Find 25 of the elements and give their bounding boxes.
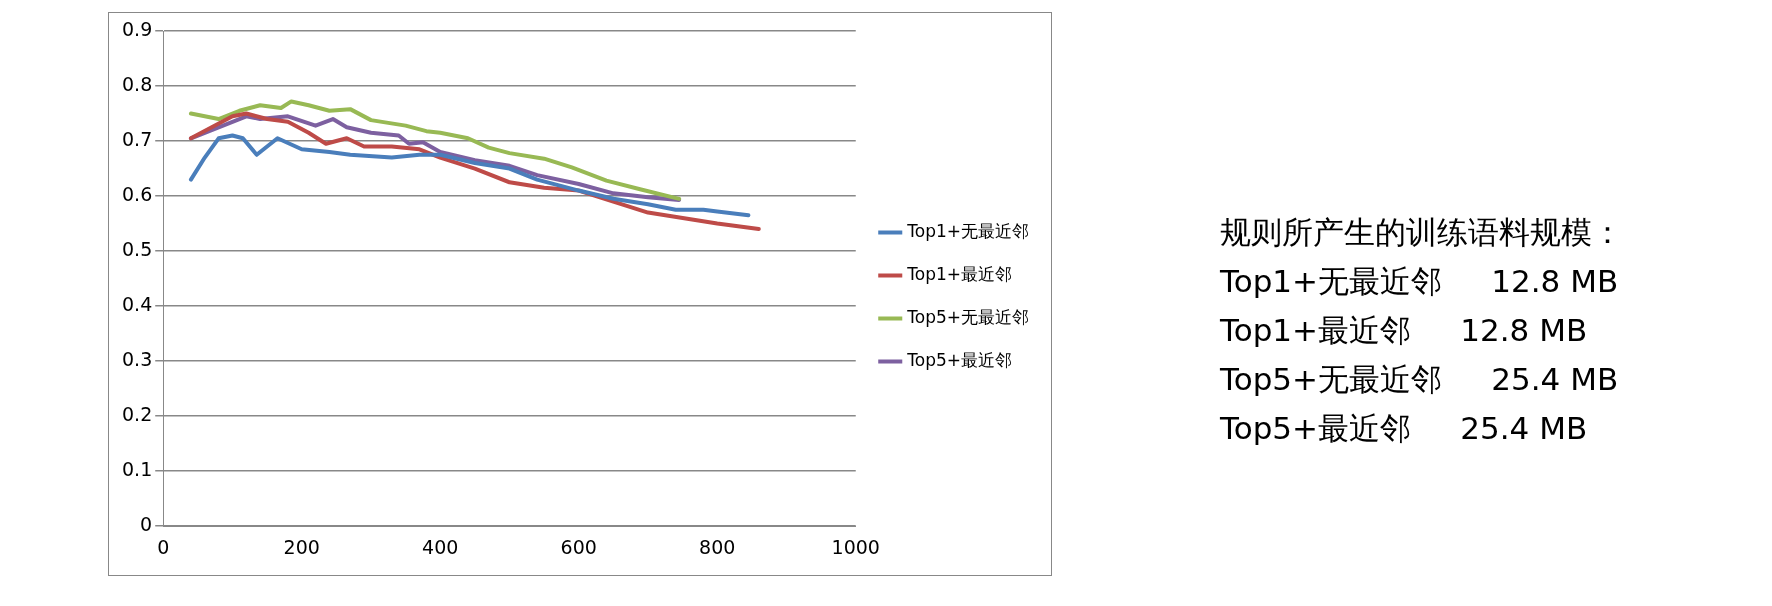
- x-tick-label: 0: [157, 535, 170, 558]
- x-tick-label: 600: [560, 535, 597, 558]
- text: Top5+无最近邻 25.4 MB: [1220, 360, 1620, 399]
- y-tick-label: 0.1: [122, 458, 153, 481]
- y-tick-label: 0.8: [122, 72, 153, 95]
- y-tick-label: 0.2: [122, 403, 153, 426]
- y-tick-label: 0.9: [122, 17, 153, 40]
- legend-label: Top5+最近邻: [906, 349, 1012, 370]
- legend-label: Top5+无最近邻: [906, 306, 1029, 327]
- y-tick-label: 0.6: [122, 183, 153, 205]
- text: Top1+最近邻 12.8 MB: [1220, 311, 1589, 350]
- x-tick-label: 1000: [831, 535, 880, 558]
- y-tick-label: 0.3: [122, 348, 153, 371]
- legend-label: Top1+无最近邻: [906, 220, 1029, 241]
- x-tick-label: 200: [283, 535, 320, 558]
- x-tick-label: 800: [699, 535, 736, 558]
- y-tick-label: 0: [140, 513, 153, 536]
- x-tick-label: 400: [422, 535, 459, 558]
- text: Top5+最近邻 25.4 MB: [1220, 409, 1589, 448]
- text: 规则所产生的训练语料规模：: [1220, 213, 1623, 252]
- y-tick-label: 0.5: [122, 238, 153, 261]
- legend-label: Top1+最近邻: [906, 263, 1012, 284]
- y-tick-label: 0.4: [122, 293, 153, 316]
- y-tick-label: 0.7: [122, 127, 153, 150]
- text: Top1+无最近邻 12.8 MB: [1220, 262, 1620, 301]
